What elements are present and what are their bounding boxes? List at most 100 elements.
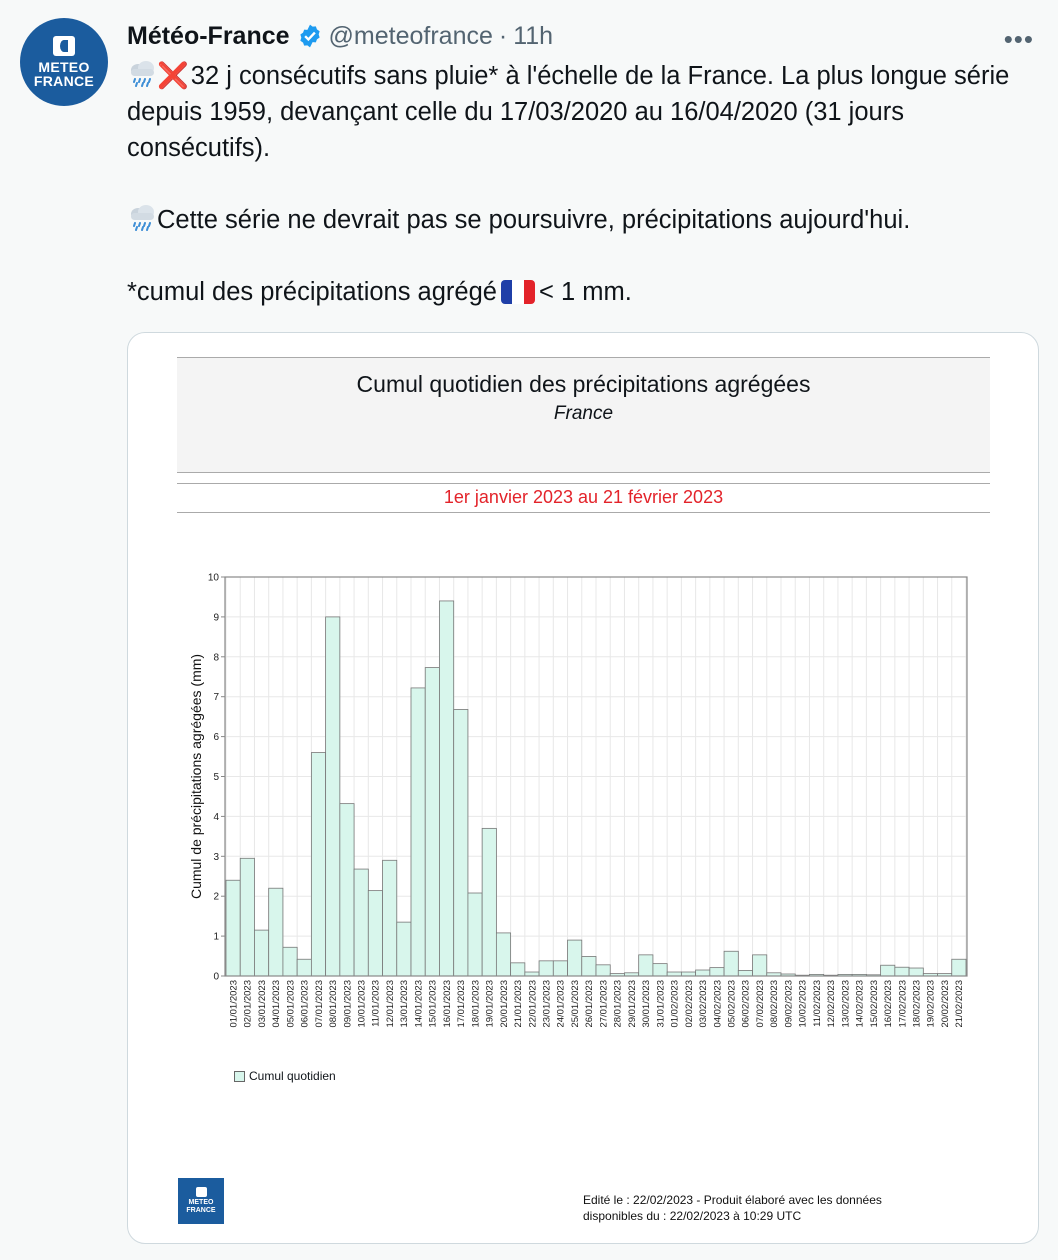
more-options-icon[interactable]: ••• xyxy=(1003,24,1034,54)
x-tick-label: 22/01/2023 xyxy=(527,980,538,1028)
y-tick-label: 9 xyxy=(213,612,219,623)
bar-12/01/2023 xyxy=(382,859,398,977)
x-tick-label: 06/01/2023 xyxy=(300,980,311,1028)
y-tick-label: 3 xyxy=(213,852,219,863)
x-tick-label: 03/02/2023 xyxy=(698,980,709,1028)
tweet-text: ❌32 j consécutifs sans pluie* à l'échell… xyxy=(127,58,1027,310)
separator-dot: · xyxy=(498,21,508,50)
bar-03/02/2023 xyxy=(695,969,711,977)
bar-21/02/2023 xyxy=(951,958,967,977)
chart-footer: Edité le : 22/02/2023 - Produit élaboré … xyxy=(583,1192,882,1224)
chart-subtitle: France xyxy=(553,403,614,424)
x-tick-label: 04/01/2023 xyxy=(271,980,282,1028)
x-tick-label: 11/02/2023 xyxy=(812,980,823,1027)
x-tick-label: 14/01/2023 xyxy=(413,980,424,1028)
bar-23/01/2023 xyxy=(538,960,554,977)
tweet-paragraph-1: ❌32 j consécutifs sans pluie* à l'échell… xyxy=(127,58,1027,166)
x-tick-label: 29/01/2023 xyxy=(627,980,638,1028)
x-tick-label: 21/02/2023 xyxy=(954,980,965,1028)
author-handle[interactable]: @meteofrance xyxy=(328,21,493,50)
x-tick-label: 02/01/2023 xyxy=(243,980,254,1028)
bar-09/01/2023 xyxy=(339,803,355,977)
x-tick-label: 18/02/2023 xyxy=(911,980,922,1028)
x-tick-label: 11/01/2023 xyxy=(371,980,382,1027)
x-tick-label: 16/01/2023 xyxy=(442,980,453,1028)
x-tick-label: 28/01/2023 xyxy=(613,980,624,1028)
x-tick-label: 27/01/2023 xyxy=(598,980,609,1028)
meteo-france-logo-icon xyxy=(53,36,75,56)
media-card[interactable]: Cumul quotidien des précipitations agrég… xyxy=(127,332,1039,1244)
y-tick-label: 0 xyxy=(213,972,219,983)
tweet-text-line-1: 32 j consécutifs sans pluie* à l'échelle… xyxy=(127,62,1010,162)
x-tick-label: 01/02/2023 xyxy=(670,980,681,1028)
chart-period: 1er janvier 2023 au 21 février 2023 xyxy=(177,483,990,513)
y-tick-label: 6 xyxy=(213,732,219,743)
footer-logo-line1: METEO xyxy=(188,1199,214,1206)
meteo-france-mark-icon xyxy=(195,1187,207,1197)
bar-16/02/2023 xyxy=(880,964,896,977)
bar-05/02/2023 xyxy=(723,950,739,977)
x-tick-label: 01/01/2023 xyxy=(228,980,239,1028)
bar-15/01/2023 xyxy=(424,667,440,977)
author-avatar[interactable]: METEO FRANCE xyxy=(20,18,108,106)
x-tick-label: 10/02/2023 xyxy=(798,980,809,1028)
bar-30/01/2023 xyxy=(638,954,654,977)
x-tick-label: 05/01/2023 xyxy=(285,980,296,1028)
bar-19/01/2023 xyxy=(481,827,497,977)
tweet-text-line-3b: < 1 mm. xyxy=(538,278,632,306)
bar-11/01/2023 xyxy=(367,890,383,977)
bar-24/01/2023 xyxy=(552,960,568,977)
x-tick-label: 09/01/2023 xyxy=(342,980,353,1028)
y-tick-label: 4 xyxy=(213,812,219,823)
x-tick-label: 16/02/2023 xyxy=(883,980,894,1028)
cloud-rain-icon xyxy=(131,205,154,231)
x-tick-label: 19/01/2023 xyxy=(485,980,496,1028)
y-tick-label: 2 xyxy=(213,892,219,903)
bar-21/01/2023 xyxy=(510,962,526,977)
x-tick-label: 15/01/2023 xyxy=(428,980,439,1028)
legend-swatch xyxy=(234,1070,245,1082)
bar-17/01/2023 xyxy=(453,709,469,977)
x-tick-label: 09/02/2023 xyxy=(783,980,794,1028)
bar-14/01/2023 xyxy=(410,687,426,977)
y-tick-label: 10 xyxy=(208,573,220,584)
tweet-paragraph-3: *cumul des précipitations agrégé < 1 mm. xyxy=(127,274,1027,310)
bar-10/01/2023 xyxy=(353,868,369,977)
x-tick-label: 23/01/2023 xyxy=(541,980,552,1028)
x-tick-label: 18/01/2023 xyxy=(470,980,481,1028)
france-flag-icon xyxy=(500,280,535,304)
bar-17/02/2023 xyxy=(894,966,910,977)
bar-25/01/2023 xyxy=(567,939,583,977)
verified-badge-icon xyxy=(299,24,320,48)
footer-line-1: Edité le : 22/02/2023 - Produit élaboré … xyxy=(583,1193,882,1207)
avatar-text-line1: METEO xyxy=(38,59,90,75)
x-tick-label: 30/01/2023 xyxy=(641,980,652,1028)
x-tick-label: 08/01/2023 xyxy=(328,980,339,1028)
bar-07/01/2023 xyxy=(310,752,327,977)
chart-legend: Cumul quotidien xyxy=(234,1069,336,1083)
tweet-text-line-2: Cette série ne devrait pas se poursuivre… xyxy=(157,206,911,234)
x-tick-label: 07/01/2023 xyxy=(314,980,325,1028)
bar-18/02/2023 xyxy=(908,967,924,977)
x-tick-label: 10/01/2023 xyxy=(356,980,367,1028)
x-tick-label: 06/02/2023 xyxy=(741,980,752,1028)
bar-04/02/2023 xyxy=(709,967,725,977)
author-name[interactable]: Météo-France xyxy=(127,21,290,50)
y-tick-label: 7 xyxy=(213,692,219,703)
y-tick-label: 5 xyxy=(213,772,219,783)
bar-06/01/2023 xyxy=(296,958,312,977)
x-tick-label: 12/02/2023 xyxy=(826,980,837,1028)
bar-04/01/2023 xyxy=(268,887,284,977)
y-tick-label: 8 xyxy=(213,652,219,663)
x-tick-label: 05/02/2023 xyxy=(726,980,737,1028)
x-tick-label: 31/01/2023 xyxy=(655,980,666,1028)
tweet-timestamp[interactable]: 11h xyxy=(513,21,554,50)
tweet-header: Météo-France @meteofrance · 11h xyxy=(127,20,553,52)
legend-label: Cumul quotidien xyxy=(249,1069,336,1083)
x-tick-label: 25/01/2023 xyxy=(570,980,581,1028)
x-tick-label: 19/02/2023 xyxy=(926,980,937,1028)
tweet-text-line-3a: *cumul des précipitations agrégé xyxy=(127,278,497,306)
cloud-rain-icon xyxy=(131,61,154,87)
precipitation-bar-chart: 0 1 2 3 4 5 6 7 8 9 10 01/01/2023 02/01/2023 03/01/20… xyxy=(188,573,968,1028)
bar-01/01/2023 xyxy=(225,879,241,977)
